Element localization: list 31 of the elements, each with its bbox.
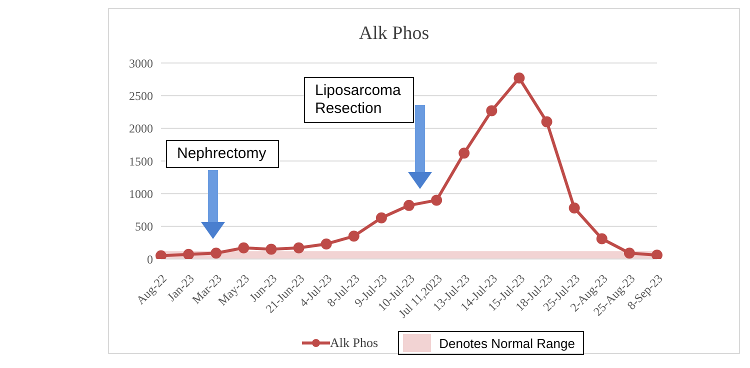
- point: [596, 233, 608, 244]
- y-tick-label: 2500: [129, 88, 153, 103]
- point: [238, 242, 250, 254]
- point: [568, 202, 580, 214]
- point: [156, 250, 166, 259]
- legend-label: Alk Phos: [330, 335, 378, 351]
- point: [348, 230, 360, 242]
- annotation: Nephrectomy: [177, 145, 268, 163]
- chart-title: Alk Phos: [358, 23, 430, 45]
- point: [458, 148, 470, 159]
- point: [210, 248, 222, 259]
- point: [183, 248, 194, 259]
- point: [652, 250, 662, 259]
- point: [320, 238, 332, 250]
- y-tick-label: 1000: [129, 186, 153, 201]
- annotation: Liposarcoma Resection: [315, 82, 402, 118]
- point: [541, 116, 552, 128]
- point: [431, 194, 442, 206]
- point: [404, 200, 414, 211]
- y-tick-label: 0: [147, 252, 153, 266]
- point: [266, 244, 277, 255]
- point: [376, 212, 387, 224]
- y-tick-label: 3000: [129, 56, 153, 70]
- point: [624, 248, 635, 259]
- y-tick-label: 500: [135, 220, 153, 234]
- point: [486, 105, 498, 116]
- y-tick-label: 2000: [129, 122, 153, 136]
- y-tick-label: 1500: [129, 154, 153, 168]
- point: [514, 72, 525, 84]
- point: [293, 242, 304, 254]
- legend-label: Denotes Normal Range: [439, 336, 575, 350]
